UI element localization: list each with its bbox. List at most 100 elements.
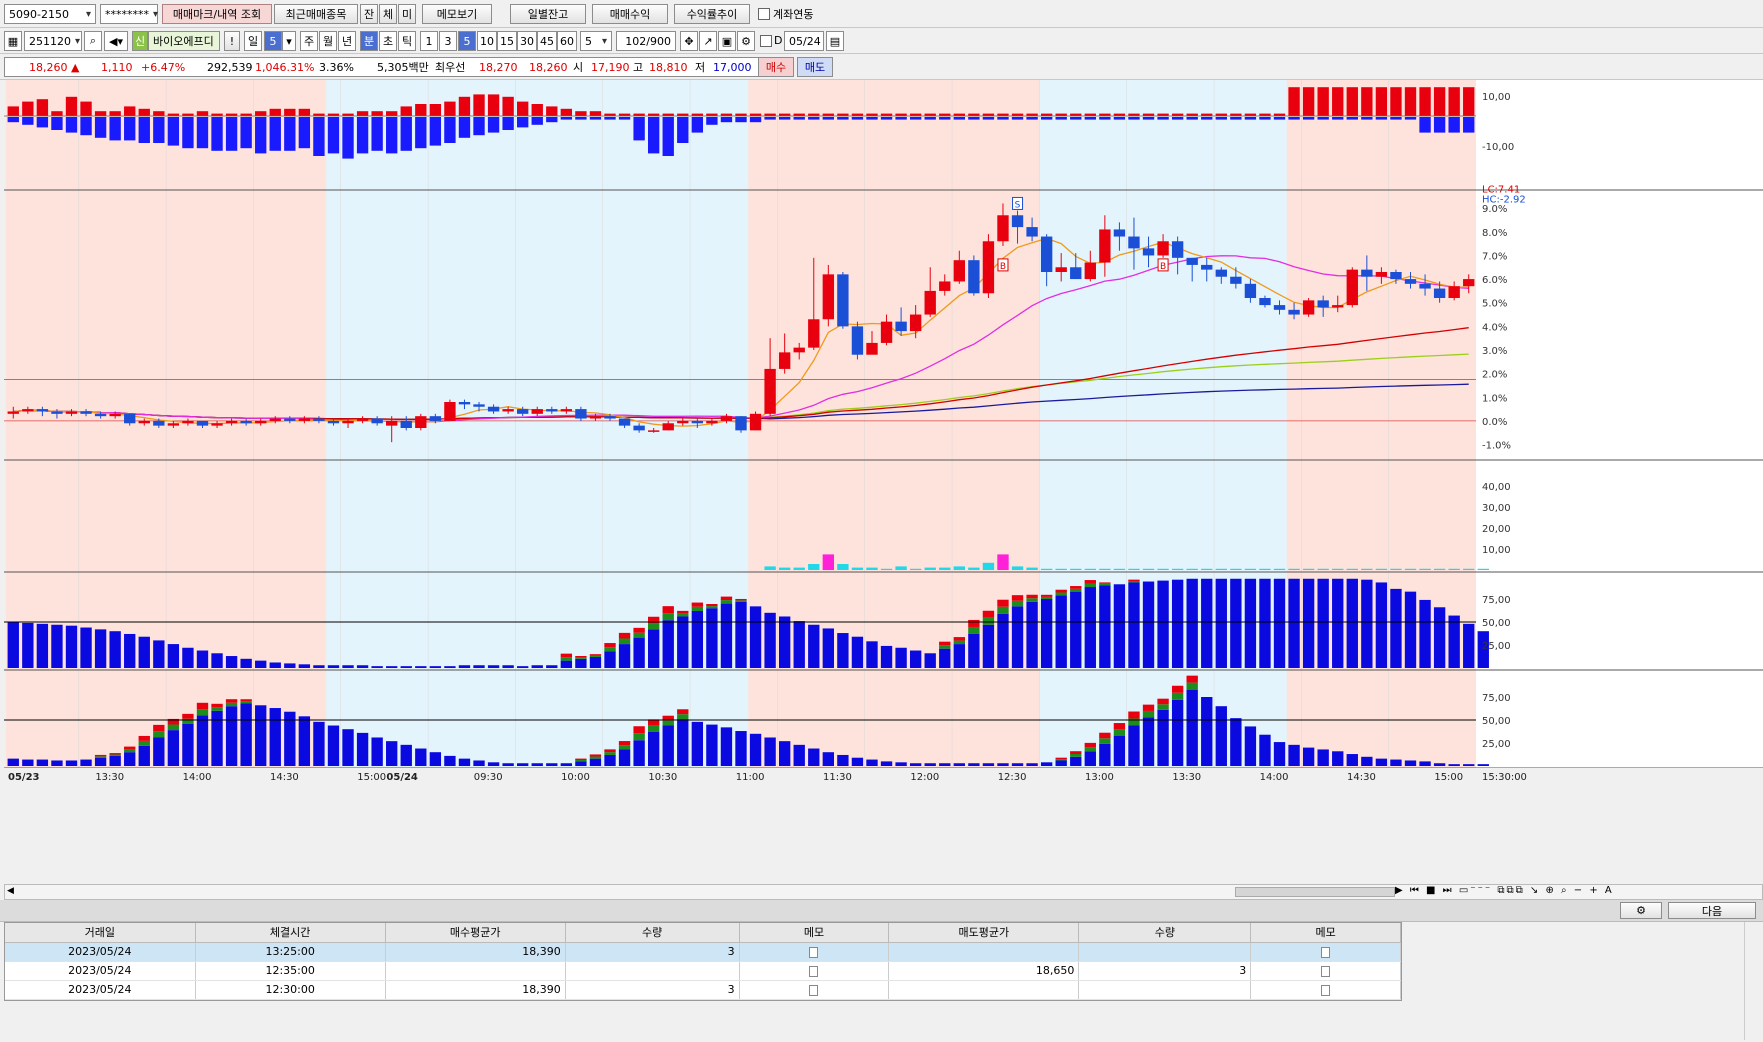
col-sell-memo[interactable]: 메모	[1250, 923, 1401, 943]
col-sell-avg[interactable]: 매도평균가	[888, 923, 1080, 943]
interval-1[interactable]: 1	[420, 31, 438, 51]
grid-vscroll[interactable]	[1744, 922, 1762, 1040]
data-count-input[interactable]: 102/900	[616, 31, 676, 51]
trade-profit-button[interactable]: 매매수익	[592, 4, 668, 24]
volume-tick-label: 30,00	[1482, 503, 1511, 514]
memo-icon[interactable]	[809, 965, 819, 977]
period-month[interactable]: 월	[319, 31, 337, 51]
crosshair-icon[interactable]: ✥	[680, 31, 698, 51]
scroll-controls-icon[interactable]: ▶ ⏮ ■ ⏭ ▭⁻⁻⁻ ⧉⧉⧉ ↘ ⊕ ⌕ − + A	[1395, 885, 1614, 896]
grid-settings-icon[interactable]: ⚙	[1620, 902, 1662, 919]
interval-45[interactable]: 45	[537, 31, 557, 51]
interval-60[interactable]: 60	[557, 31, 577, 51]
stoch2-bar	[895, 762, 907, 766]
settings-gear-icon[interactable]: ⚙	[737, 31, 755, 51]
period-week[interactable]: 주	[300, 31, 318, 51]
period-year[interactable]: 년	[338, 31, 356, 51]
memo-icon[interactable]	[1321, 965, 1331, 977]
trade-mark-history-button[interactable]: 매매마크/내역 조회	[162, 4, 272, 24]
scroll-left-icon[interactable]: ◀	[7, 886, 14, 896]
alert-button[interactable]: !	[224, 31, 240, 51]
volume-bar	[1084, 568, 1096, 570]
memo-icon[interactable]	[809, 984, 819, 996]
recent-trades-button[interactable]: 최근매매종목	[274, 4, 358, 24]
draw-icon[interactable]: ↗	[699, 31, 717, 51]
top-pos-bar	[895, 113, 907, 116]
stoch2-bar	[1157, 709, 1169, 766]
top-neg-bar	[866, 117, 878, 120]
chart-scrollbar[interactable]: ◀ ▶ ⏮ ■ ⏭ ▭⁻⁻⁻ ⧉⧉⧉ ↘ ⊕ ⌕ − + A	[4, 884, 1763, 900]
memo-icon[interactable]	[1321, 946, 1331, 958]
period-n-dropdown[interactable]: ▾	[282, 31, 296, 51]
col-trade-date[interactable]: 거래일	[5, 923, 196, 943]
save-icon[interactable]: ▣	[718, 31, 736, 51]
stoch2-bar	[997, 763, 1009, 766]
col-buy-qty[interactable]: 수량	[565, 923, 740, 943]
volume-bar	[764, 566, 776, 570]
stock-chart[interactable]: B S B 10,00 -10,00 9.0% 8.0% 7.0% 6.0% 5.0% 4.0% 3…	[4, 80, 1763, 892]
period-second[interactable]: 초	[379, 31, 397, 51]
buy-button[interactable]: 매수	[758, 57, 794, 77]
period-day[interactable]: 일	[244, 31, 262, 51]
date-input[interactable]: 05/24	[784, 31, 824, 51]
col-buy-memo[interactable]: 메모	[739, 923, 890, 943]
table-row[interactable]: 2023/05/24 13:25:00 18,390 3	[5, 942, 1401, 962]
account-link-toggle[interactable]: 계좌연동	[754, 4, 824, 24]
layout-icon[interactable]: ▦	[4, 31, 22, 51]
scroll-thumb[interactable]	[1235, 887, 1395, 897]
account-select[interactable]: 5090-2150	[4, 4, 96, 24]
col-fill-time[interactable]: 체결시간	[195, 923, 386, 943]
search-icon[interactable]: ⌕	[84, 31, 102, 51]
cell-buy-memo[interactable]	[739, 961, 890, 981]
stoch2-bar	[531, 763, 543, 766]
candle-body	[1055, 267, 1067, 272]
stoch1-green	[604, 647, 616, 652]
cell-sell-memo[interactable]	[1250, 980, 1401, 1000]
stoch1-bar	[386, 666, 398, 668]
filled-button[interactable]: 체	[379, 4, 397, 24]
top-neg-bar	[182, 117, 194, 149]
cell-sell-memo[interactable]	[1250, 961, 1401, 981]
top-neg-bar	[939, 117, 951, 120]
period-minute[interactable]: 분	[360, 31, 378, 51]
interval-select[interactable]: 5	[580, 31, 612, 51]
cell-sell-memo[interactable]	[1250, 942, 1401, 962]
speaker-icon[interactable]: ◀▾	[104, 31, 128, 51]
cell-buy-memo[interactable]	[739, 980, 890, 1000]
unfilled-button[interactable]: 미	[398, 4, 416, 24]
trades-table: 거래일 체결시간 매수평균가 수량 메모 매도평균가 수량 메모 2023/05…	[4, 922, 1402, 1001]
next-button[interactable]: 다음	[1668, 902, 1756, 919]
col-sell-qty[interactable]: 수량	[1078, 923, 1252, 943]
top-pos-bar	[371, 111, 383, 116]
memo-icon[interactable]	[809, 946, 819, 958]
period-n[interactable]: 5	[264, 31, 282, 51]
cell-buy-memo[interactable]	[739, 942, 890, 962]
account-link-checkbox[interactable]	[758, 8, 770, 20]
memo-view-button[interactable]: 메모보기	[422, 4, 492, 24]
interval-3[interactable]: 3	[439, 31, 457, 51]
memo-icon[interactable]	[1321, 984, 1331, 996]
calendar-icon[interactable]: ▤	[826, 31, 844, 51]
interval-10[interactable]: 10	[477, 31, 497, 51]
stock-code-input[interactable]: 251120	[24, 31, 82, 51]
col-buy-avg[interactable]: 매수평균가	[385, 923, 566, 943]
trade-mark-sell	[1012, 196, 1024, 210]
interval-30[interactable]: 30	[517, 31, 537, 51]
period-tick[interactable]: 틱	[398, 31, 416, 51]
toolbar-chart: ▦ 251120 ⌕ ◀▾ 신 바이오에프디 ! 일 5 ▾ 주 월 년 분 초…	[0, 28, 1763, 54]
stoch1-bar	[109, 631, 121, 668]
profit-trend-button[interactable]: 수익률추이	[674, 4, 750, 24]
stoch2-bar	[182, 723, 194, 766]
interval-15[interactable]: 15	[497, 31, 517, 51]
daily-balance-button[interactable]: 일별잔고	[510, 4, 586, 24]
password-field[interactable]: ********	[100, 4, 158, 24]
table-row[interactable]: 2023/05/24 12:30:00 18,390 3	[5, 980, 1401, 1000]
top-neg-bar	[1142, 117, 1155, 120]
top-neg-bar	[138, 117, 150, 143]
date-checkbox[interactable]	[760, 35, 772, 47]
table-row[interactable]: 2023/05/24 12:35:00 18,650 3	[5, 961, 1401, 981]
balance-button[interactable]: 잔	[360, 4, 378, 24]
price-tick-label: 7.0%	[1482, 251, 1507, 262]
interval-5[interactable]: 5	[458, 31, 476, 51]
sell-button[interactable]: 매도	[797, 57, 833, 77]
